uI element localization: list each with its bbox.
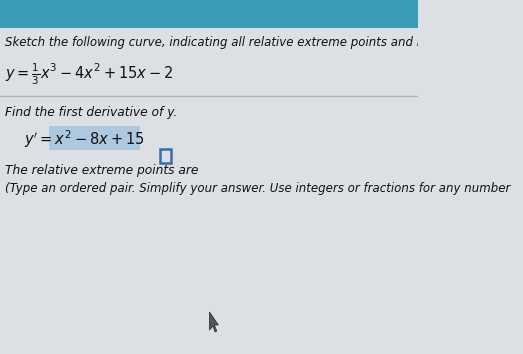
FancyBboxPatch shape — [0, 0, 418, 28]
Text: $y' = x^2 - 8x + 15$: $y' = x^2 - 8x + 15$ — [24, 128, 144, 150]
FancyBboxPatch shape — [49, 126, 140, 150]
Text: Find the first derivative of y.: Find the first derivative of y. — [5, 106, 177, 119]
Polygon shape — [210, 312, 218, 332]
Text: (Type an ordered pair. Simplify your answer. Use integers or fractions for any n: (Type an ordered pair. Simplify your ans… — [5, 182, 510, 195]
Text: The relative extreme points are: The relative extreme points are — [5, 164, 198, 177]
Text: Sketch the following curve, indicating all relative extreme points and inflectio: Sketch the following curve, indicating a… — [5, 36, 511, 49]
FancyBboxPatch shape — [160, 149, 171, 163]
Text: $y = \frac{1}{3}x^3 - 4x^2 + 15x - 2$: $y = \frac{1}{3}x^3 - 4x^2 + 15x - 2$ — [5, 62, 173, 87]
FancyBboxPatch shape — [0, 28, 418, 354]
